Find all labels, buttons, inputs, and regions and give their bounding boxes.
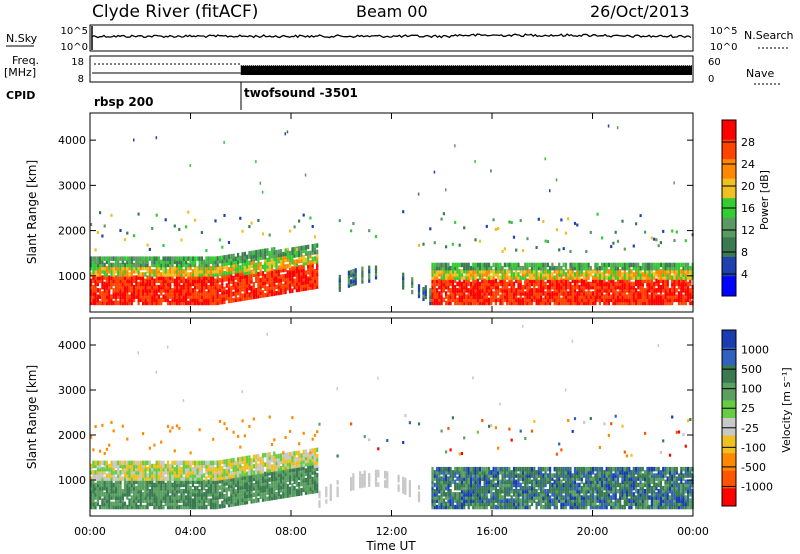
nave-tick-top: 60 xyxy=(708,57,721,68)
colorbar-tick-label: -500 xyxy=(741,461,766,474)
nave-tick-bottom: 0 xyxy=(708,74,714,85)
colorbar-tick-label: 100 xyxy=(741,383,762,396)
date-title: 26/Oct/2013 xyxy=(590,2,690,21)
velocity-colorbar-label: Velocity [m s⁻¹] xyxy=(780,367,793,452)
colorbar-tick-label: -1000 xyxy=(741,480,773,493)
colorbar-tick-label: -25 xyxy=(741,422,759,435)
velocity-ylabel: Slant Range [km] xyxy=(25,365,39,469)
xtick-label: 00:00 xyxy=(677,525,709,538)
xtick-label: 00:00 xyxy=(74,525,106,538)
xtick-label: 12:00 xyxy=(376,525,408,538)
nsky-strip xyxy=(89,24,694,52)
power-colorbar: 4 8 12 16 20 24 28 xyxy=(721,119,755,297)
freq-label-line1: Freq. xyxy=(12,54,39,67)
colorbar-tick-label: 500 xyxy=(741,363,762,376)
colorbar-tick-label: -100 xyxy=(741,441,766,454)
xtick-label: 20:00 xyxy=(577,525,609,538)
colorbar-tick-label: 28 xyxy=(741,136,755,149)
colorbar-tick-label: 4 xyxy=(741,268,748,281)
cpid-label: CPID xyxy=(6,89,35,102)
beam-title: Beam 00 xyxy=(356,2,428,21)
nsky-label: N.Sky xyxy=(6,32,38,45)
power-ylabel: Slant Range [km] xyxy=(25,160,39,264)
colorbar-tick-label: 12 xyxy=(741,224,755,237)
colorbar-tick-label: 20 xyxy=(741,180,755,193)
power-colorbar-label: Power [dB] xyxy=(758,170,771,230)
ytick-label-power: 3000 xyxy=(58,179,86,192)
velocity-panel xyxy=(89,317,694,517)
colorbar-tick-label: 1000 xyxy=(741,344,769,357)
freq-label-line2: [MHz] xyxy=(4,66,36,79)
nave-label: Nave xyxy=(746,67,774,80)
xtick-label: 04:00 xyxy=(175,525,207,538)
ytick-label-power: 1000 xyxy=(58,270,86,283)
ytick-label-velocity: 1000 xyxy=(58,474,86,487)
freq-tick-top: 18 xyxy=(71,57,84,68)
nsearch-tick-top: 10^5 xyxy=(710,26,737,37)
freq-tick-bottom: 8 xyxy=(78,74,84,85)
colorbar-tick-label: 24 xyxy=(741,158,755,171)
nsky-tick-top: 10^5 xyxy=(61,26,88,37)
ytick-label-velocity: 4000 xyxy=(58,339,86,352)
velocity-colorbar: 1000 500 100 25 -25 -100 -500 -1000 xyxy=(721,329,773,507)
cpid-segment-1: rbsp 200 xyxy=(94,95,153,109)
station-title: Clyde River (fitACF) xyxy=(92,2,258,22)
nsearch-tick-bottom: 10^0 xyxy=(710,42,737,53)
colorbar-tick-label: 25 xyxy=(741,402,755,415)
freq-strip xyxy=(89,55,694,83)
cpid-segment-2: twofsound -3501 xyxy=(244,86,358,100)
xtick-label: 08:00 xyxy=(275,525,307,538)
nsearch-label: N.Search xyxy=(744,29,794,42)
nsky-tick-bottom: 10^0 xyxy=(61,42,88,53)
ytick-label-power: 2000 xyxy=(58,225,86,238)
power-panel xyxy=(89,112,694,313)
xtick-label: 16:00 xyxy=(476,525,508,538)
colorbar-tick-label: 8 xyxy=(741,246,748,259)
x-axis-label: Time UT xyxy=(365,539,416,553)
colorbar-tick-label: 16 xyxy=(741,202,755,215)
ytick-label-velocity: 2000 xyxy=(58,429,86,442)
ytick-label-power: 4000 xyxy=(58,134,86,147)
ytick-label-velocity: 3000 xyxy=(58,384,86,397)
